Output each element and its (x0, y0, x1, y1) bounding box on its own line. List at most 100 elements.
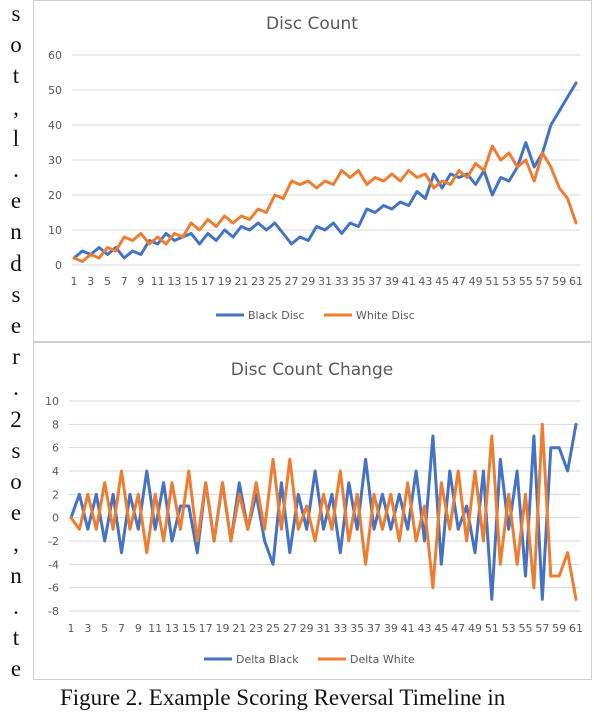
left-column-fragment: . (13, 375, 19, 401)
x-tick-label: 43 (418, 622, 432, 635)
x-tick-label: 51 (485, 275, 499, 288)
left-column-fragment: , (13, 94, 19, 120)
left-column-fragment: s (11, 281, 21, 307)
x-tick-label: 11 (148, 622, 162, 635)
x-tick-label: 27 (285, 275, 299, 288)
y-tick-label: 10 (45, 395, 59, 408)
x-tick-label: 1 (68, 622, 75, 635)
left-column-fragment: l (12, 125, 20, 151)
y-tick-label: 30 (48, 154, 62, 167)
x-tick-label: 53 (502, 275, 516, 288)
x-tick-label: 29 (300, 622, 314, 635)
x-tick-label: 25 (268, 275, 282, 288)
left-column-fragment: e (10, 313, 22, 338)
left-column-fragment: o (10, 469, 22, 494)
y-tick-label: 20 (48, 189, 62, 202)
left-column-fragment: t (12, 63, 20, 89)
figure-caption: Figure 2. Example Scoring Reversal Timel… (60, 685, 506, 710)
x-tick-label: 35 (350, 622, 364, 635)
y-tick-label: 0 (52, 512, 59, 525)
x-tick-label: 39 (385, 275, 399, 288)
left-column-fragment: 2 (10, 406, 22, 432)
y-tick-label: 4 (52, 465, 59, 478)
x-tick-label: 5 (101, 622, 108, 635)
x-tick-label: 49 (468, 622, 482, 635)
x-tick-label: 47 (452, 275, 466, 288)
left-column-fragment: t (12, 625, 20, 650)
y-tick-label: -4 (48, 558, 59, 571)
y-tick-label: -6 (48, 582, 59, 595)
x-tick-label: 31 (317, 622, 331, 635)
x-tick-label: 15 (182, 622, 196, 635)
x-tick-label: 49 (469, 275, 483, 288)
x-tick-label: 1 (71, 275, 78, 288)
x-tick-label: 59 (552, 622, 566, 635)
x-tick-label: 55 (519, 275, 533, 288)
y-tick-label: 8 (52, 418, 59, 431)
chart-title: Disc Count (266, 14, 358, 34)
left-column-fragment: d (10, 250, 22, 276)
x-tick-label: 31 (318, 275, 332, 288)
x-tick-label: 9 (137, 275, 144, 288)
series-line-black-disc (72, 81, 578, 260)
x-tick-label: 19 (218, 275, 232, 288)
y-tick-label: 10 (48, 224, 62, 237)
x-tick-label: 7 (121, 275, 128, 288)
legend-label: Delta Black (236, 653, 299, 666)
x-tick-label: 23 (249, 622, 263, 635)
x-tick-label: 57 (536, 275, 550, 288)
x-tick-label: 57 (535, 622, 549, 635)
x-tick-label: 13 (167, 275, 181, 288)
left-column-fragment: , (13, 531, 19, 557)
legend-label: White Disc (356, 309, 415, 322)
x-tick-label: 55 (519, 622, 533, 635)
x-tick-label: 13 (165, 622, 179, 635)
x-tick-label: 5 (104, 275, 111, 288)
x-tick-label: 39 (384, 622, 398, 635)
y-tick-label: 60 (48, 49, 62, 62)
x-tick-label: 29 (301, 275, 315, 288)
left-column-fragment: r (12, 344, 20, 370)
x-tick-label: 61 (569, 275, 583, 288)
series-line-white-disc (72, 144, 578, 263)
y-tick-label: 40 (48, 119, 62, 132)
left-column-fragment: s (11, 1, 21, 26)
x-tick-label: 61 (569, 622, 583, 635)
x-tick-label: 3 (84, 622, 91, 635)
x-tick-label: 45 (435, 275, 449, 288)
x-tick-label: 9 (135, 622, 142, 635)
x-tick-label: 27 (283, 622, 297, 635)
legend-label: Delta White (350, 653, 415, 666)
legend-label: Black Disc (248, 309, 305, 322)
series-line-delta-black (69, 422, 578, 601)
x-tick-label: 53 (502, 622, 516, 635)
x-tick-label: 33 (335, 275, 349, 288)
x-tick-label: 47 (451, 622, 465, 635)
x-tick-label: 11 (151, 275, 165, 288)
left-column-fragment: e (10, 656, 22, 682)
series-line-delta-white (69, 422, 578, 601)
x-tick-label: 43 (418, 275, 432, 288)
x-tick-label: 51 (485, 622, 499, 635)
x-tick-label: 41 (402, 275, 416, 288)
left-column-fragment: o (10, 32, 22, 58)
y-tick-label: -2 (48, 535, 59, 548)
x-tick-label: 15 (184, 275, 198, 288)
x-tick-label: 21 (232, 622, 246, 635)
left-column-fragment: . (13, 593, 19, 619)
x-tick-label: 35 (351, 275, 365, 288)
y-tick-label: 50 (48, 84, 62, 97)
x-tick-label: 33 (333, 622, 347, 635)
left-column-fragment: e (10, 500, 22, 526)
left-column-fragment: n (10, 219, 22, 245)
x-tick-label: 19 (216, 622, 230, 635)
x-tick-label: 23 (251, 275, 265, 288)
x-tick-label: 17 (199, 622, 213, 635)
y-tick-label: 0 (55, 259, 62, 272)
chart-title: Disc Count Change (231, 360, 393, 380)
x-tick-label: 3 (87, 275, 94, 288)
y-tick-label: -8 (48, 605, 59, 618)
